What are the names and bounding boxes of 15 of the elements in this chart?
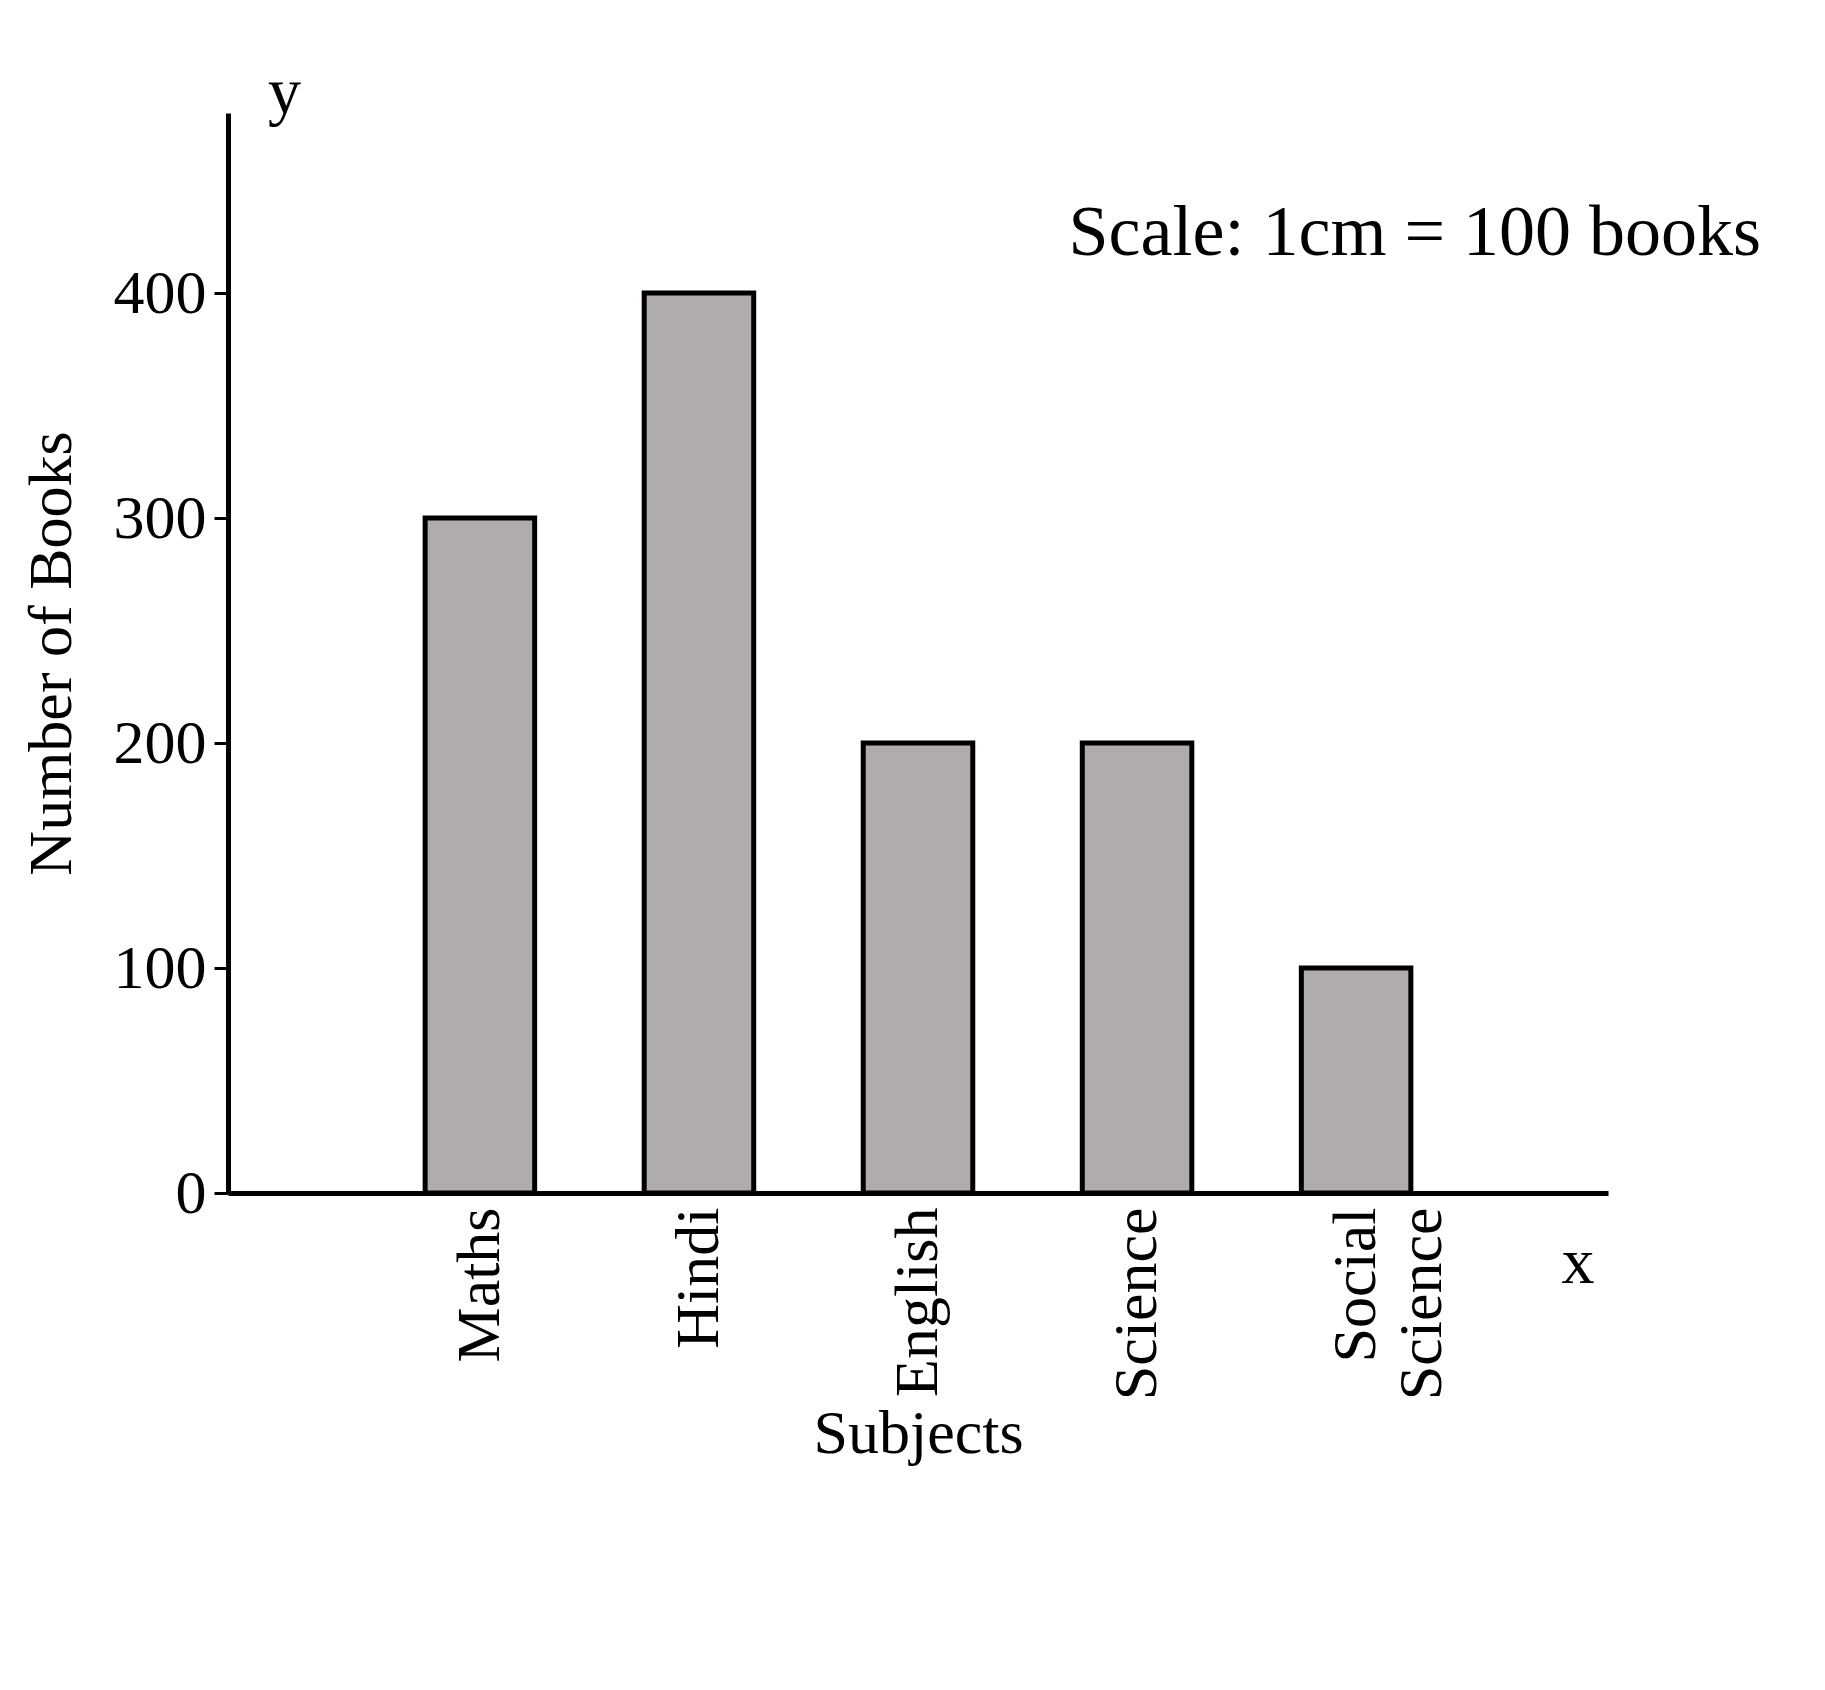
x-tick-label: English bbox=[882, 1207, 950, 1397]
annotation: y bbox=[268, 54, 301, 127]
x-tick-label: Hindi bbox=[662, 1207, 731, 1349]
y-tick-label: 0 bbox=[175, 1157, 207, 1226]
text: x bbox=[1561, 1224, 1595, 1297]
y-tick-label: 400 bbox=[113, 257, 207, 326]
y-tick-label: 300 bbox=[113, 482, 207, 551]
annotation: Scale: 1cm = 100 books bbox=[1068, 191, 1762, 271]
x-tick-label: Maths bbox=[443, 1207, 512, 1363]
x-axis-title: Subjects bbox=[813, 1397, 1024, 1466]
y-tick-label: 200 bbox=[113, 707, 207, 776]
y-axis-title: Number of Books bbox=[15, 431, 84, 876]
x-tick-label: Social Science bbox=[1320, 1207, 1455, 1401]
x-tick-label: Science bbox=[1101, 1207, 1170, 1401]
y-tick-label: 100 bbox=[113, 932, 207, 1001]
